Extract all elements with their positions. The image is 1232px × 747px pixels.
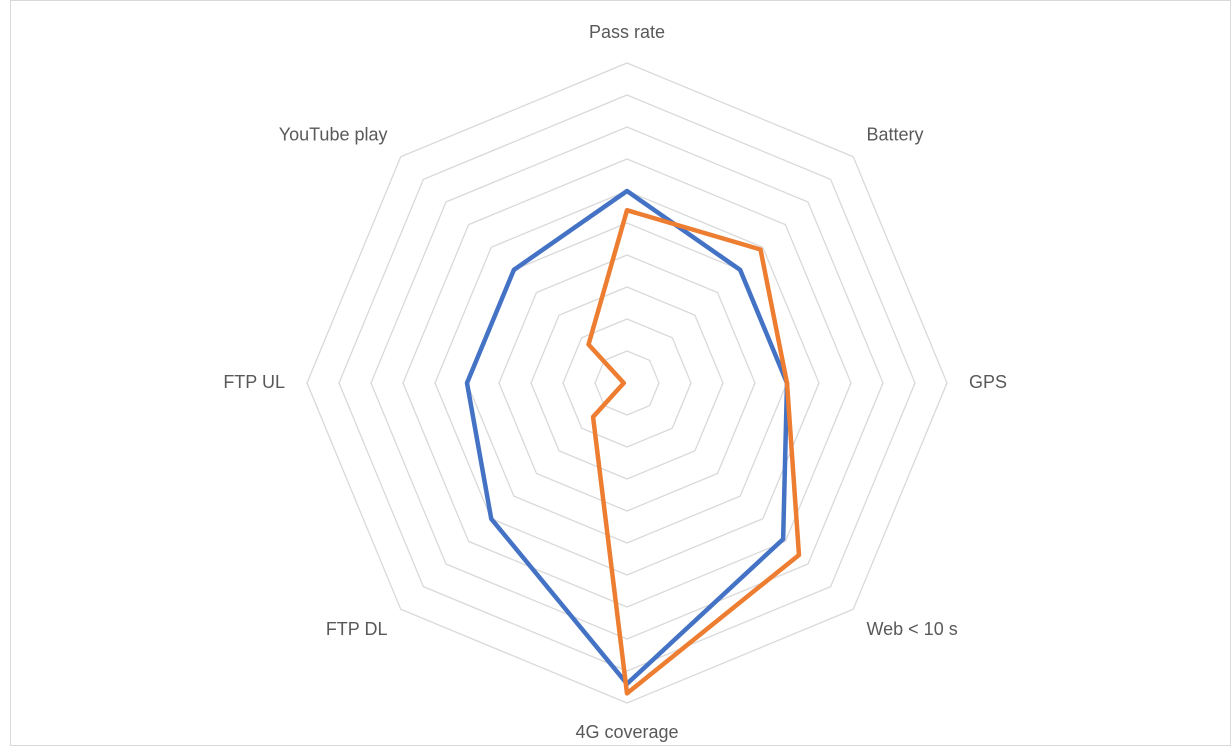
axis-label: Web < 10 s [866, 619, 957, 639]
axis-label: Pass rate [589, 22, 665, 42]
axis-label: 4G coverage [575, 722, 678, 742]
grid-ring [562, 318, 692, 448]
grid-ring [530, 286, 724, 480]
grid-ring [498, 254, 756, 512]
axis-label: YouTube play [279, 124, 388, 144]
grid-ring [338, 94, 916, 672]
grid-ring [402, 158, 852, 608]
grid-ring [434, 190, 820, 576]
axis-label: GPS [969, 372, 1007, 392]
axis-label: Battery [866, 124, 923, 144]
grid-ring [594, 350, 660, 416]
grid-ring [370, 126, 884, 640]
grid-ring [306, 62, 948, 704]
series-line [586, 207, 802, 696]
chart-frame [10, 0, 1231, 746]
axis-label: FTP DL [326, 619, 388, 639]
axis-label: FTP UL [223, 372, 285, 392]
